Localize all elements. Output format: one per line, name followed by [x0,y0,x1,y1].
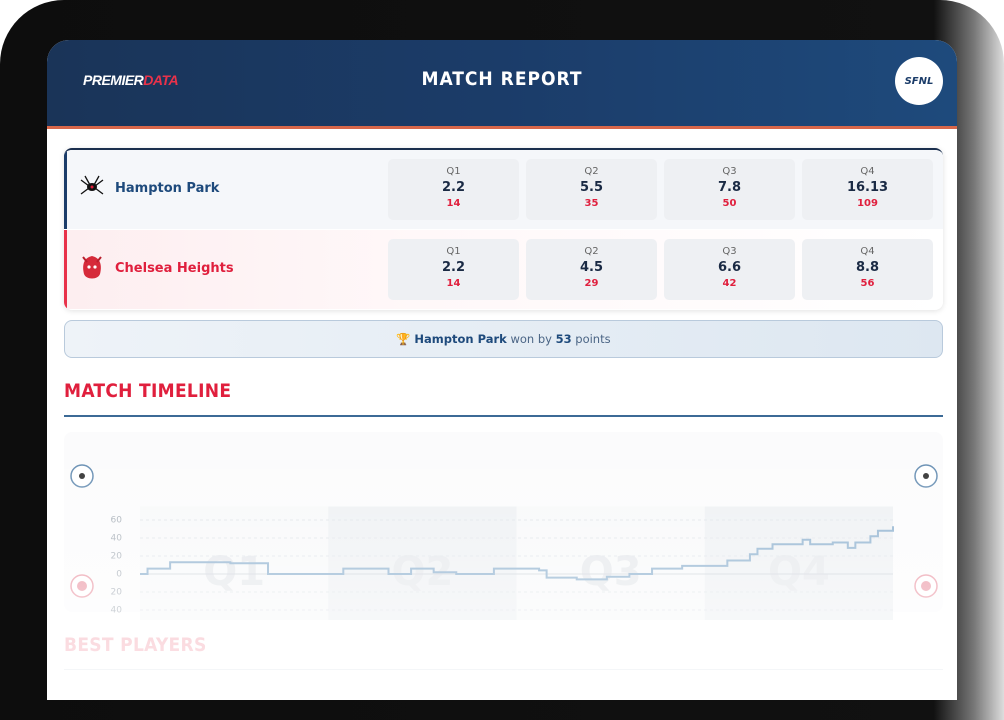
y-tick-label: 20 [111,552,123,562]
team-icon [79,174,105,204]
quarter-box: Q1 2.2 14 [388,239,519,300]
quarter-points: 35 [584,198,599,209]
quarter-label: Q1 [446,166,461,177]
section-rule [64,669,943,670]
quarter-box: Q3 6.6 42 [664,239,795,300]
goals-behinds: 7.8 [717,180,742,195]
quarter-points: 14 [446,198,461,209]
margin: 53 [555,332,572,346]
result-banner: 🏆 Hampton Park won by 53 points [64,320,943,358]
screen: PREMIERDATA MATCH REPORT SFNL Hampton Pa… [47,40,957,700]
quarter-points: 42 [722,278,737,289]
page-title: MATCH REPORT [421,68,583,90]
badge-text: SFNL [904,75,934,87]
league-badge: SFNL [895,57,943,105]
quarter-points: 50 [722,198,737,209]
team-name: Hampton Park [115,181,220,196]
winner: Hampton Park [414,332,507,346]
timeline-chart: Q1Q2Q3Q46040200204060 [64,432,943,620]
section-title: BEST PLAYERS [64,634,207,656]
goals-behinds: 4.5 [579,260,604,275]
team-name: Chelsea Heights [115,261,234,276]
quarter-points: 14 [446,278,461,289]
team-icon [79,254,105,288]
quarter-label: Q1 [446,246,461,257]
quarter-box: Q4 16.13 109 [802,159,933,220]
quarter-box: Q1 2.2 14 [388,159,519,220]
quarter-label: Q4 [860,246,875,257]
y-tick-label: 40 [111,606,123,616]
goals-behinds: 2.2 [441,180,466,195]
quarter-label: Q4 [860,166,875,177]
quarter-label: Q2 [584,246,599,257]
logo-accent: DATA [143,72,179,88]
section-title: MATCH TIMELINE [64,380,232,402]
quarter-box: Q3 7.8 50 [664,159,795,220]
quarter-points: 56 [860,278,875,289]
quarter-box: Q2 4.5 29 [526,239,657,300]
score-card: Hampton Park Q1 2.2 14 Q2 5.5 35 Q3 7.8 50 Q4 16.13… [64,148,943,310]
result-text: won by [510,332,552,346]
result-text: points [575,332,611,346]
team-row: Chelsea Heights Q1 2.2 14 Q2 4.5 29 Q3 6.6 42 Q4 8.… [64,230,943,309]
away-icon [914,574,938,598]
logo-primary: PREMIER [83,72,144,88]
quarter-label: Q2 [584,166,599,177]
header: PREMIERDATA MATCH REPORT SFNL [47,40,957,129]
quarter-box: Q4 8.8 56 [802,239,933,300]
quarter-points: 29 [584,278,599,289]
team-row: Hampton Park Q1 2.2 14 Q2 5.5 35 Q3 7.8 50 Q4 16.13… [64,150,943,229]
quarter-points: 109 [857,198,878,209]
quarter-label: Q3 [722,166,737,177]
y-tick-label: 40 [111,534,123,544]
quarter-box: Q2 5.5 35 [526,159,657,220]
goals-behinds: 6.6 [717,260,742,275]
home-icon [914,464,938,488]
section-rule [64,415,943,417]
away-icon [70,574,94,598]
y-tick-label: 60 [111,516,123,526]
goals-behinds: 5.5 [579,180,604,195]
goals-behinds: 16.13 [846,180,889,195]
y-tick-label: 20 [111,588,123,598]
y-tick-label: 0 [116,570,122,580]
quarter-label: Q3 [722,246,737,257]
goals-behinds: 2.2 [441,260,466,275]
goals-behinds: 8.8 [855,260,880,275]
logo: PREMIERDATA [83,72,179,88]
home-icon [70,464,94,488]
